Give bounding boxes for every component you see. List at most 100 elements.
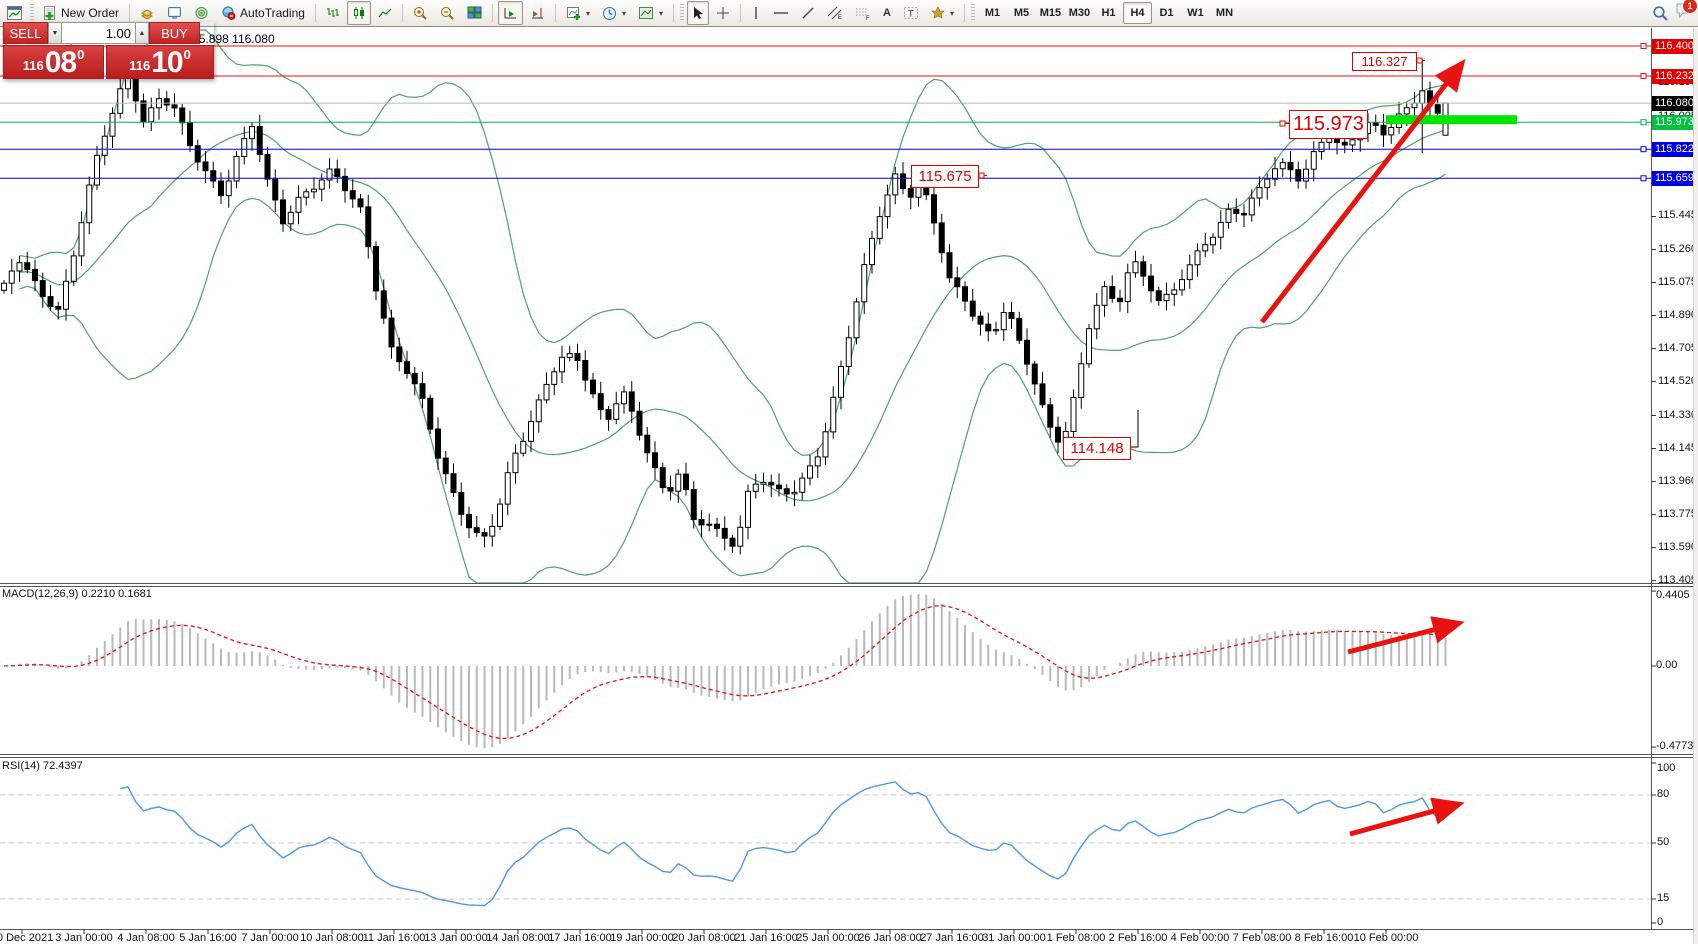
candle-body xyxy=(1434,104,1441,114)
candle-body xyxy=(497,503,503,527)
chart-shift-icon xyxy=(531,8,543,19)
news-button[interactable] xyxy=(189,1,214,25)
candle-body xyxy=(597,393,604,411)
line-chart-button[interactable] xyxy=(373,1,397,25)
candle-body xyxy=(1,282,7,291)
new-chart-button[interactable]: ▾ xyxy=(561,1,595,25)
level-anchor[interactable] xyxy=(1640,175,1647,182)
chart-window-icon[interactable] xyxy=(2,1,27,25)
label-tool[interactable]: T xyxy=(898,1,924,25)
volume-increase-button[interactable]: ▲ xyxy=(135,22,149,44)
volume-input[interactable] xyxy=(62,22,135,44)
auto-scroll-button[interactable] xyxy=(497,1,523,25)
candle-body xyxy=(876,216,883,239)
candle-body xyxy=(1186,264,1193,281)
trendline-tool[interactable] xyxy=(796,1,820,25)
sell-price-sup: 0 xyxy=(77,47,85,62)
buy-price-tile[interactable]: 116 10 0 xyxy=(106,45,214,79)
data-window-button[interactable] xyxy=(162,1,187,25)
text-tool[interactable]: A xyxy=(878,1,896,25)
periods-clock-icon xyxy=(602,6,616,20)
autotrading-button[interactable]: AutoTrading xyxy=(216,1,310,25)
candle-body xyxy=(427,397,434,430)
tf-button-W1[interactable]: W1 xyxy=(1187,7,1204,19)
toolbar: New Order AutoTrading ▾ ▾ ▾ E F xyxy=(0,0,1698,27)
trend-arrow-price[interactable] xyxy=(1260,58,1466,324)
candle-body xyxy=(613,403,620,420)
candle-body xyxy=(814,456,821,467)
candle-body xyxy=(373,246,379,292)
chart-area[interactable]: USDJPY-,H4 115.900 116.083 115.898 116.0… xyxy=(0,28,1698,944)
trend-arrow-macd[interactable] xyxy=(1347,616,1465,655)
tf-button-M5[interactable]: M5 xyxy=(1013,7,1030,19)
arrows-tool[interactable]: ▾ xyxy=(926,1,959,25)
bar-chart-button[interactable] xyxy=(321,1,345,25)
annotation-114.148[interactable]: 114.148 xyxy=(1063,437,1131,460)
candle-body xyxy=(419,383,426,399)
cursor-tool-button[interactable] xyxy=(687,1,709,25)
tf-button-M15[interactable]: M15 xyxy=(1039,7,1062,19)
tf-button-D1[interactable]: D1 xyxy=(1159,7,1174,19)
new-order-button[interactable]: New Order xyxy=(37,1,124,25)
candle-body xyxy=(745,490,751,528)
annotation-115.973[interactable]: 115.973 xyxy=(1289,110,1368,139)
candle-body xyxy=(714,523,720,529)
level-anchor[interactable] xyxy=(1640,119,1647,126)
candle-body xyxy=(101,135,108,156)
macd-label: MACD(12,26,9) 0.2210 0.1681 xyxy=(2,588,152,600)
zoom-in-button[interactable] xyxy=(408,1,433,25)
candle-body xyxy=(760,481,767,485)
candle-body xyxy=(1210,236,1216,246)
candle-body xyxy=(923,186,930,196)
chart-canvas[interactable] xyxy=(0,28,1698,944)
periods-button[interactable]: ▾ xyxy=(597,1,631,25)
candle-body xyxy=(63,280,69,310)
buy-button[interactable]: BUY xyxy=(149,22,200,44)
separator xyxy=(740,4,741,22)
tf-button-M30[interactable]: M30 xyxy=(1068,7,1091,19)
candle-body xyxy=(1380,124,1387,136)
level-anchor[interactable] xyxy=(1640,146,1647,153)
candle-body xyxy=(582,360,589,381)
candle-body xyxy=(450,473,457,494)
crosshair-tool-button[interactable] xyxy=(711,1,735,25)
horizontal-line-tool[interactable] xyxy=(768,1,794,25)
candle-body xyxy=(1000,312,1007,331)
candle-body xyxy=(1256,187,1263,199)
tf-button-M1[interactable]: M1 xyxy=(984,7,1001,19)
fibonacci-tool[interactable]: F xyxy=(850,1,876,25)
level-anchor[interactable] xyxy=(1640,73,1647,79)
candlestick-chart-button[interactable] xyxy=(346,1,371,25)
candle-body xyxy=(380,290,387,319)
candle-body xyxy=(690,489,697,520)
tf-button-MN[interactable]: MN xyxy=(1215,7,1234,19)
candle-body xyxy=(1179,279,1185,291)
annotation-115.675[interactable]: 115.675 xyxy=(911,165,979,188)
timeframe-bar: M1 M5 M15 M30 H1 H4 D1 W1 MN xyxy=(978,2,1239,24)
sell-price-tile[interactable]: 116 08 0 xyxy=(3,45,104,79)
toolbar-grip xyxy=(680,4,684,22)
annotation-116.327[interactable]: 116.327 xyxy=(1352,52,1417,71)
sell-button[interactable]: SELL xyxy=(3,22,48,44)
tf-button-H4[interactable]: H4 xyxy=(1122,2,1152,24)
zoom-out-button[interactable] xyxy=(435,1,460,25)
vertical-line-tool[interactable] xyxy=(746,1,766,25)
trend-arrow-rsi[interactable] xyxy=(1349,797,1465,837)
candle-body xyxy=(1055,426,1061,443)
market-watch-button[interactable] xyxy=(135,1,160,25)
candle-body xyxy=(946,252,953,279)
search-icon[interactable] xyxy=(1652,5,1669,22)
level-anchor[interactable] xyxy=(1640,43,1647,49)
tf-button-H1[interactable]: H1 xyxy=(1101,7,1116,19)
tile-windows-button[interactable] xyxy=(462,1,487,25)
chart-shift-button[interactable] xyxy=(525,1,550,25)
candle-body xyxy=(869,237,875,266)
volume-decrease-button[interactable]: ▼ xyxy=(48,22,62,44)
channel-tool[interactable]: E xyxy=(822,1,848,25)
autotrading-label: AutoTrading xyxy=(240,6,305,20)
notifications-button[interactable]: 1 xyxy=(1675,0,1698,24)
highlight-band[interactable] xyxy=(1386,115,1517,125)
templates-button[interactable]: ▾ xyxy=(633,1,668,25)
dropdown-caret: ▾ xyxy=(585,8,590,18)
candle-body xyxy=(404,361,410,374)
